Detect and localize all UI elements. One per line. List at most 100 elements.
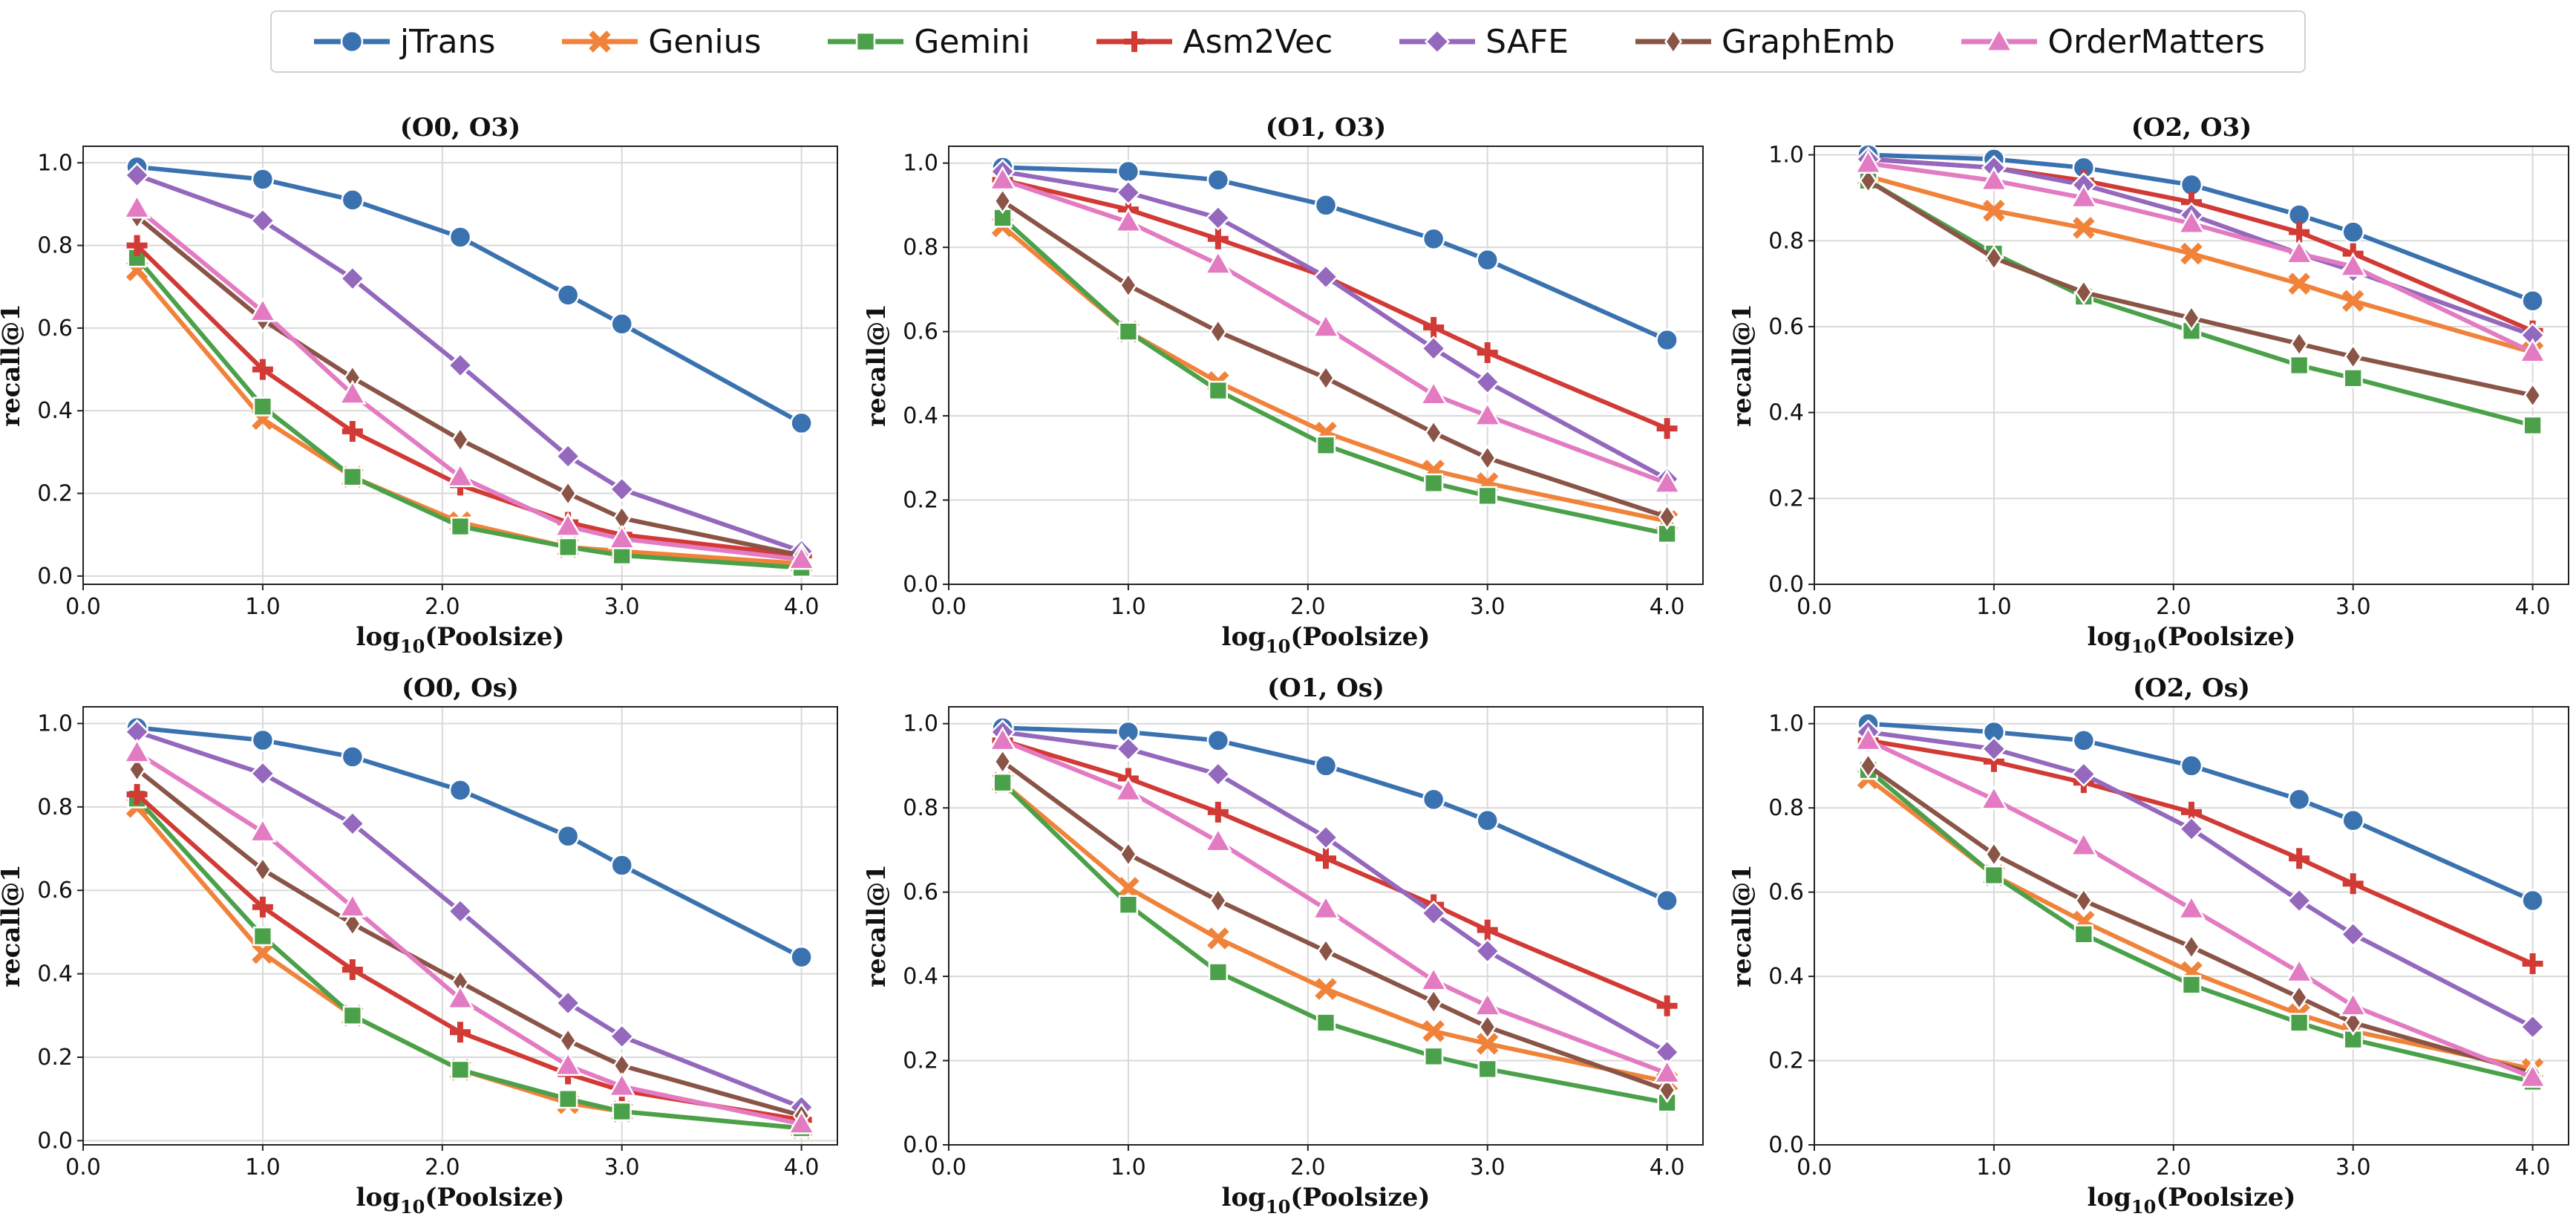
data-point	[2521, 889, 2544, 912]
x-tick-label: 1.0	[1111, 594, 1146, 620]
x-tick-label: 2.0	[1290, 1154, 1326, 1180]
data-point	[1206, 169, 1230, 192]
data-point	[2182, 933, 2201, 960]
data-point	[249, 208, 276, 234]
data-point	[2178, 816, 2205, 842]
data-point	[1208, 380, 1229, 401]
data-point	[2290, 984, 2309, 1011]
data-point	[1419, 966, 1448, 991]
data-point	[2180, 242, 2203, 265]
plot-frame	[82, 146, 838, 585]
data-point	[2518, 338, 2547, 363]
data-point	[1312, 894, 1340, 920]
legend-swatch	[1961, 27, 2038, 52]
series-ordermatters	[1854, 148, 2547, 363]
series-line	[1867, 738, 2534, 1080]
data-point	[1984, 244, 2003, 272]
x-tick-label: 1.0	[1976, 1154, 2012, 1180]
series-line	[1002, 169, 1669, 481]
data-point	[1209, 887, 1227, 914]
y-tick-label: 0.8	[37, 233, 73, 259]
y-tick-label: 0.0	[1768, 1132, 1804, 1158]
series-line	[135, 206, 802, 562]
data-point	[249, 760, 276, 787]
y-tick-label: 0.2	[1768, 486, 1804, 512]
data-point	[555, 990, 581, 1016]
data-point	[1119, 840, 1137, 868]
data-point	[2520, 1013, 2546, 1040]
data-point	[2344, 1009, 2362, 1036]
y-tick-label: 0.8	[37, 794, 73, 820]
data-point	[1209, 318, 1227, 345]
legend-swatch	[1635, 28, 1711, 55]
legend-marker	[1664, 28, 1682, 55]
y-tick-label: 0.8	[1768, 228, 1804, 254]
data-point	[1118, 895, 1139, 915]
data-point	[1984, 840, 2003, 868]
data-point	[1315, 1013, 1336, 1033]
legend-label: OrderMatters	[2047, 22, 2265, 61]
y-tick-label: 0.4	[903, 964, 938, 990]
x-axis-label: log10(Poolsize)	[1222, 1183, 1431, 1218]
data-point	[2181, 975, 2202, 995]
series-safe	[1855, 719, 2546, 1040]
data-point	[1206, 729, 1230, 752]
data-point	[341, 421, 363, 442]
data-point	[2074, 887, 2093, 914]
series-line	[1001, 224, 1668, 523]
plot-frame	[82, 706, 838, 1146]
legend-item-graphemb: GraphEmb	[1632, 23, 1895, 61]
data-point	[1207, 228, 1229, 249]
data-point	[556, 284, 580, 307]
panel-title: (O1, O3)	[1266, 113, 1386, 143]
data-point	[2340, 921, 2366, 947]
series-line	[1002, 165, 1668, 342]
data-point	[988, 726, 1017, 751]
data-point	[338, 892, 367, 918]
data-point	[252, 359, 273, 380]
series-jtrans	[991, 716, 1678, 912]
y-axis-label: recall@1	[862, 864, 892, 987]
panel-o1-os: 0.0 1.0 2.0 3.0 4.0 0.0 0.2 0.4 0.6 0.8 1.0 (O1, Os…	[862, 673, 1704, 1218]
data-point	[1203, 249, 1232, 275]
series-gemini	[993, 208, 1677, 544]
data-point	[1656, 418, 1678, 440]
y-tick-label: 0.6	[903, 880, 938, 906]
x-axis-label: log10(Poolsize)	[2088, 1183, 2296, 1218]
data-point	[252, 941, 274, 964]
y-tick-label: 0.8	[1768, 795, 1804, 821]
data-point	[2069, 831, 2098, 857]
legend-item-jtrans: jTrans	[311, 23, 495, 61]
data-point	[1979, 785, 2008, 810]
data-point	[1983, 200, 2005, 222]
legend-marker	[1424, 28, 1451, 55]
legend-swatch	[313, 30, 390, 53]
y-tick-label: 0.6	[37, 316, 73, 342]
data-point	[1981, 736, 2007, 762]
data-point	[2521, 289, 2544, 313]
y-tick-label: 0.0	[37, 1128, 73, 1154]
y-tick-label: 0.0	[903, 572, 938, 598]
y-tick-label: 1.0	[903, 151, 938, 177]
y-tick-label: 0.6	[1768, 880, 1804, 906]
legend-marker	[1985, 27, 2014, 52]
x-tick-label: 0.0	[65, 1154, 101, 1180]
y-tick-label: 0.2	[37, 1045, 73, 1071]
data-point	[2523, 415, 2543, 436]
data-point	[556, 824, 580, 848]
series-line	[1001, 199, 1668, 520]
x-tick-label: 1.0	[1111, 1154, 1146, 1180]
x-tick-label: 3.0	[2335, 1154, 2371, 1180]
y-tick-label: 0.8	[903, 235, 938, 261]
data-point	[1118, 321, 1139, 342]
data-point	[2344, 343, 2362, 370]
data-point	[339, 265, 366, 292]
data-point	[1653, 1059, 1681, 1084]
legend-item-ordermatters: OrderMatters	[1958, 23, 2265, 61]
legend-swatch	[1399, 28, 1476, 55]
y-tick-label: 0.4	[37, 398, 73, 424]
x-axis-label: log10(Poolsize)	[356, 622, 565, 657]
x-tick-label: 2.0	[2156, 594, 2191, 620]
data-point	[1422, 1020, 1445, 1042]
data-point	[1478, 1013, 1497, 1040]
